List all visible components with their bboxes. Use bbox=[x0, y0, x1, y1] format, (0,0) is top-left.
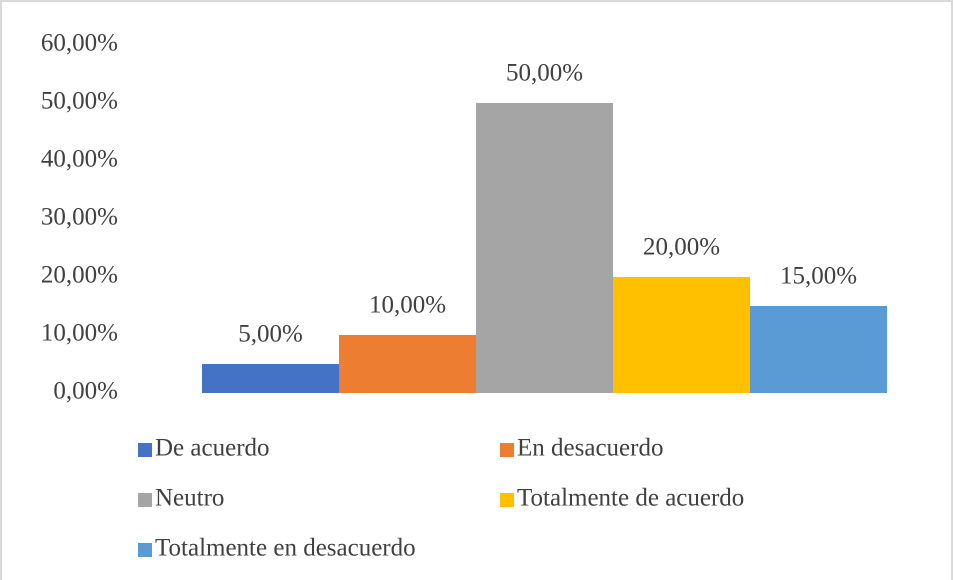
y-tick-label: 40,00% bbox=[41, 146, 118, 173]
y-tick-label: 50,00% bbox=[41, 88, 118, 115]
bar bbox=[613, 277, 750, 393]
legend-swatch bbox=[500, 443, 514, 457]
y-tick-label: 10,00% bbox=[41, 320, 118, 347]
data-label: 20,00% bbox=[643, 234, 720, 261]
legend-label: Totalmente en desacuerdo bbox=[155, 535, 416, 562]
bar bbox=[750, 306, 887, 393]
data-label: 5,00% bbox=[238, 321, 303, 348]
y-tick-label: 20,00% bbox=[41, 262, 118, 289]
y-tick-label: 30,00% bbox=[41, 204, 118, 231]
bar bbox=[202, 364, 339, 393]
legend-label: De acuerdo bbox=[155, 435, 270, 462]
legend-swatch bbox=[138, 493, 152, 507]
bar bbox=[339, 335, 476, 393]
legend-swatch bbox=[138, 443, 152, 457]
y-tick-label: 60,00% bbox=[41, 30, 118, 57]
legend-swatch bbox=[500, 493, 514, 507]
legend-swatch bbox=[138, 543, 152, 557]
data-label: 10,00% bbox=[369, 292, 446, 319]
data-label: 15,00% bbox=[780, 263, 857, 290]
legend-label: En desacuerdo bbox=[517, 435, 663, 462]
legend-label: Totalmente de acuerdo bbox=[517, 485, 744, 512]
bar bbox=[476, 103, 613, 393]
y-tick-label: 0,00% bbox=[53, 378, 118, 405]
data-label: 50,00% bbox=[506, 60, 583, 87]
legend-label: Neutro bbox=[155, 485, 224, 512]
